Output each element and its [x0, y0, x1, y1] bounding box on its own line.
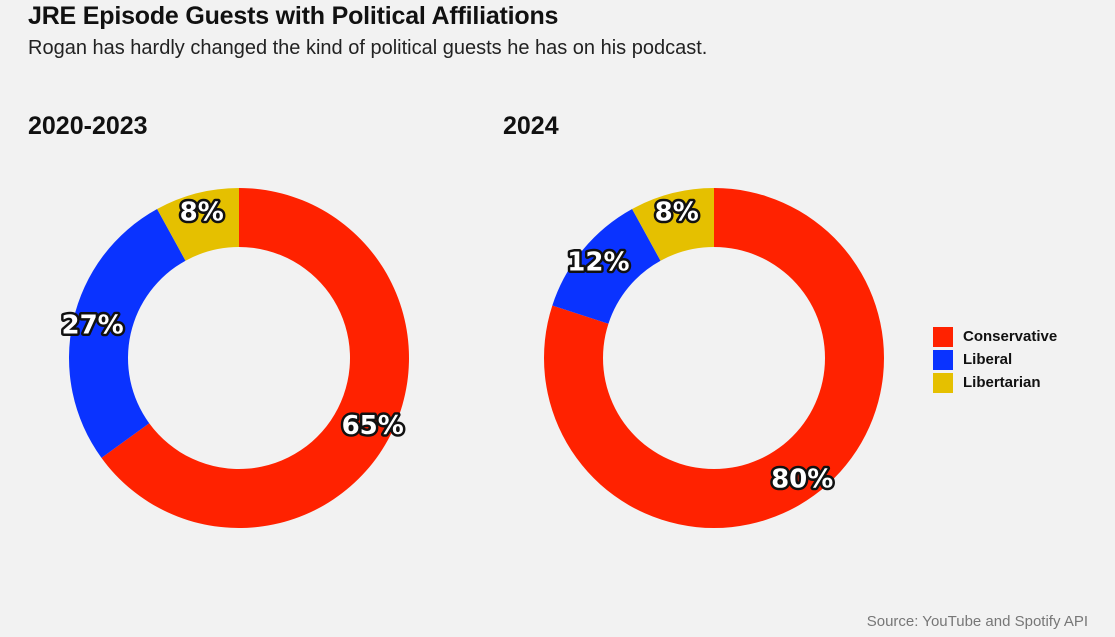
slice-libertarian-2024	[632, 188, 714, 261]
donut-title-2020-2023: 2020-2023	[28, 112, 148, 140]
legend-item-liberal: Liberal	[933, 348, 1057, 371]
slice-conservative-2020-2023	[101, 188, 410, 528]
slice-label-liberal-2020-2023: 27%	[61, 310, 123, 340]
legend-item-conservative: Conservative	[933, 325, 1057, 348]
slice-label-libertarian-2020-2023: 8%	[180, 198, 224, 228]
legend-swatch-conservative	[933, 326, 953, 347]
slice-label-conservative-2020-2023: 65%	[342, 411, 404, 441]
donut-title-2024: 2024	[503, 112, 559, 140]
slice-label-liberal-2024: 12%	[567, 247, 629, 277]
legend-item-libertarian: Libertarian	[933, 371, 1057, 394]
legend: Conservative Liberal Libertarian	[933, 325, 1057, 394]
legend-label-conservative: Conservative	[963, 328, 1058, 345]
slice-liberal-2020-2023	[69, 209, 186, 458]
donut-chart-2024: 80% 12% 8%	[544, 188, 884, 528]
slice-label-conservative-2024: 80%	[771, 464, 833, 494]
legend-label-liberal: Liberal	[963, 351, 1013, 368]
slice-liberal-2024	[552, 209, 661, 324]
slice-libertarian-2020-2023	[157, 188, 239, 261]
slice-label-libertarian-2024: 8%	[655, 198, 699, 228]
chart-title: JRE Episode Guests with Political Affili…	[28, 2, 559, 30]
donut-chart-2020-2023: 65% 27% 8%	[59, 188, 410, 528]
source-note: Source: YouTube and Spotify API	[866, 613, 1088, 630]
legend-swatch-libertarian	[933, 372, 953, 393]
legend-label-libertarian: Libertarian	[963, 374, 1041, 391]
chart-subtitle: Rogan has hardly changed the kind of pol…	[28, 37, 708, 59]
slice-conservative-2024	[544, 188, 884, 528]
legend-swatch-liberal	[933, 349, 953, 370]
